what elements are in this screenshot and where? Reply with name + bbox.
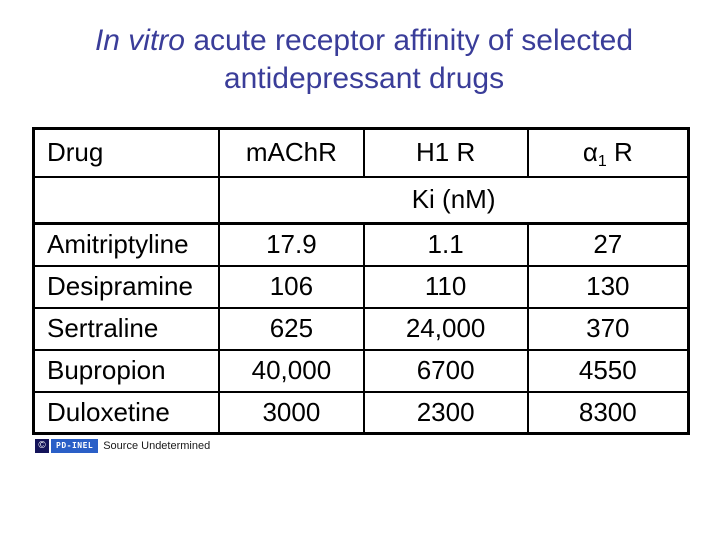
column-header-alpha1r: α1 R [526, 127, 690, 178]
title-line1-rest: acute receptor affinity of selected [184, 24, 634, 57]
column-header-machr: mAChR [218, 127, 365, 178]
value-cell: 3000 [218, 390, 365, 435]
drug-name-cell: Bupropion [32, 348, 221, 393]
table-row: Bupropion 40,000 6700 4550 [32, 348, 690, 393]
table-row: Desipramine 106 110 130 [32, 264, 690, 309]
receptor-affinity-table: Drug mAChR H1 R α1 R Ki (nM) Amitriptyli… [32, 127, 690, 435]
license-badge: PD-INEL [51, 439, 99, 453]
alpha-symbol: α [582, 137, 598, 168]
title-italic-phrase: In vitro [94, 24, 185, 57]
empty-cell [32, 175, 221, 225]
table-subheader-row: Ki (nM) [32, 175, 690, 225]
value-cell: 370 [526, 306, 690, 351]
ki-units-cell: Ki (nM) [218, 175, 690, 225]
page-title: In vitro acute receptor affinity of sele… [44, 22, 684, 98]
value-cell: 27 [526, 222, 690, 267]
drug-name-cell: Desipramine [32, 264, 221, 309]
drug-name-cell: Amitriptyline [32, 222, 221, 267]
table-row: Duloxetine 3000 2300 8300 [32, 390, 690, 435]
table-row: Sertraline 625 24,000 370 [32, 306, 690, 351]
value-cell: 6700 [362, 348, 529, 393]
table-header-row: Drug mAChR H1 R α1 R [32, 127, 690, 178]
column-header-drug: Drug [32, 127, 221, 178]
drug-name-cell: Sertraline [32, 306, 221, 351]
value-cell: 4550 [526, 348, 690, 393]
drug-name-cell: Duloxetine [32, 390, 221, 435]
value-cell: 1.1 [362, 222, 529, 267]
value-cell: 8300 [526, 390, 690, 435]
table-row: Amitriptyline 17.9 1.1 27 [32, 222, 690, 267]
value-cell: 106 [218, 264, 365, 309]
title-line2: antidepressant drugs [223, 62, 505, 95]
alpha-subscript: 1 [597, 153, 607, 171]
attribution-footer: © PD-INEL Source Undetermined [35, 439, 210, 453]
value-cell: 130 [526, 264, 690, 309]
column-header-h1r: H1 R [362, 127, 529, 178]
value-cell: 17.9 [218, 222, 365, 267]
copyright-icon: © [35, 439, 49, 453]
alpha-receptor-letter: R [606, 137, 633, 168]
source-label: Source Undetermined [103, 440, 211, 452]
value-cell: 24,000 [362, 306, 529, 351]
value-cell: 110 [362, 264, 529, 309]
value-cell: 2300 [362, 390, 529, 435]
value-cell: 40,000 [218, 348, 365, 393]
value-cell: 625 [218, 306, 365, 351]
